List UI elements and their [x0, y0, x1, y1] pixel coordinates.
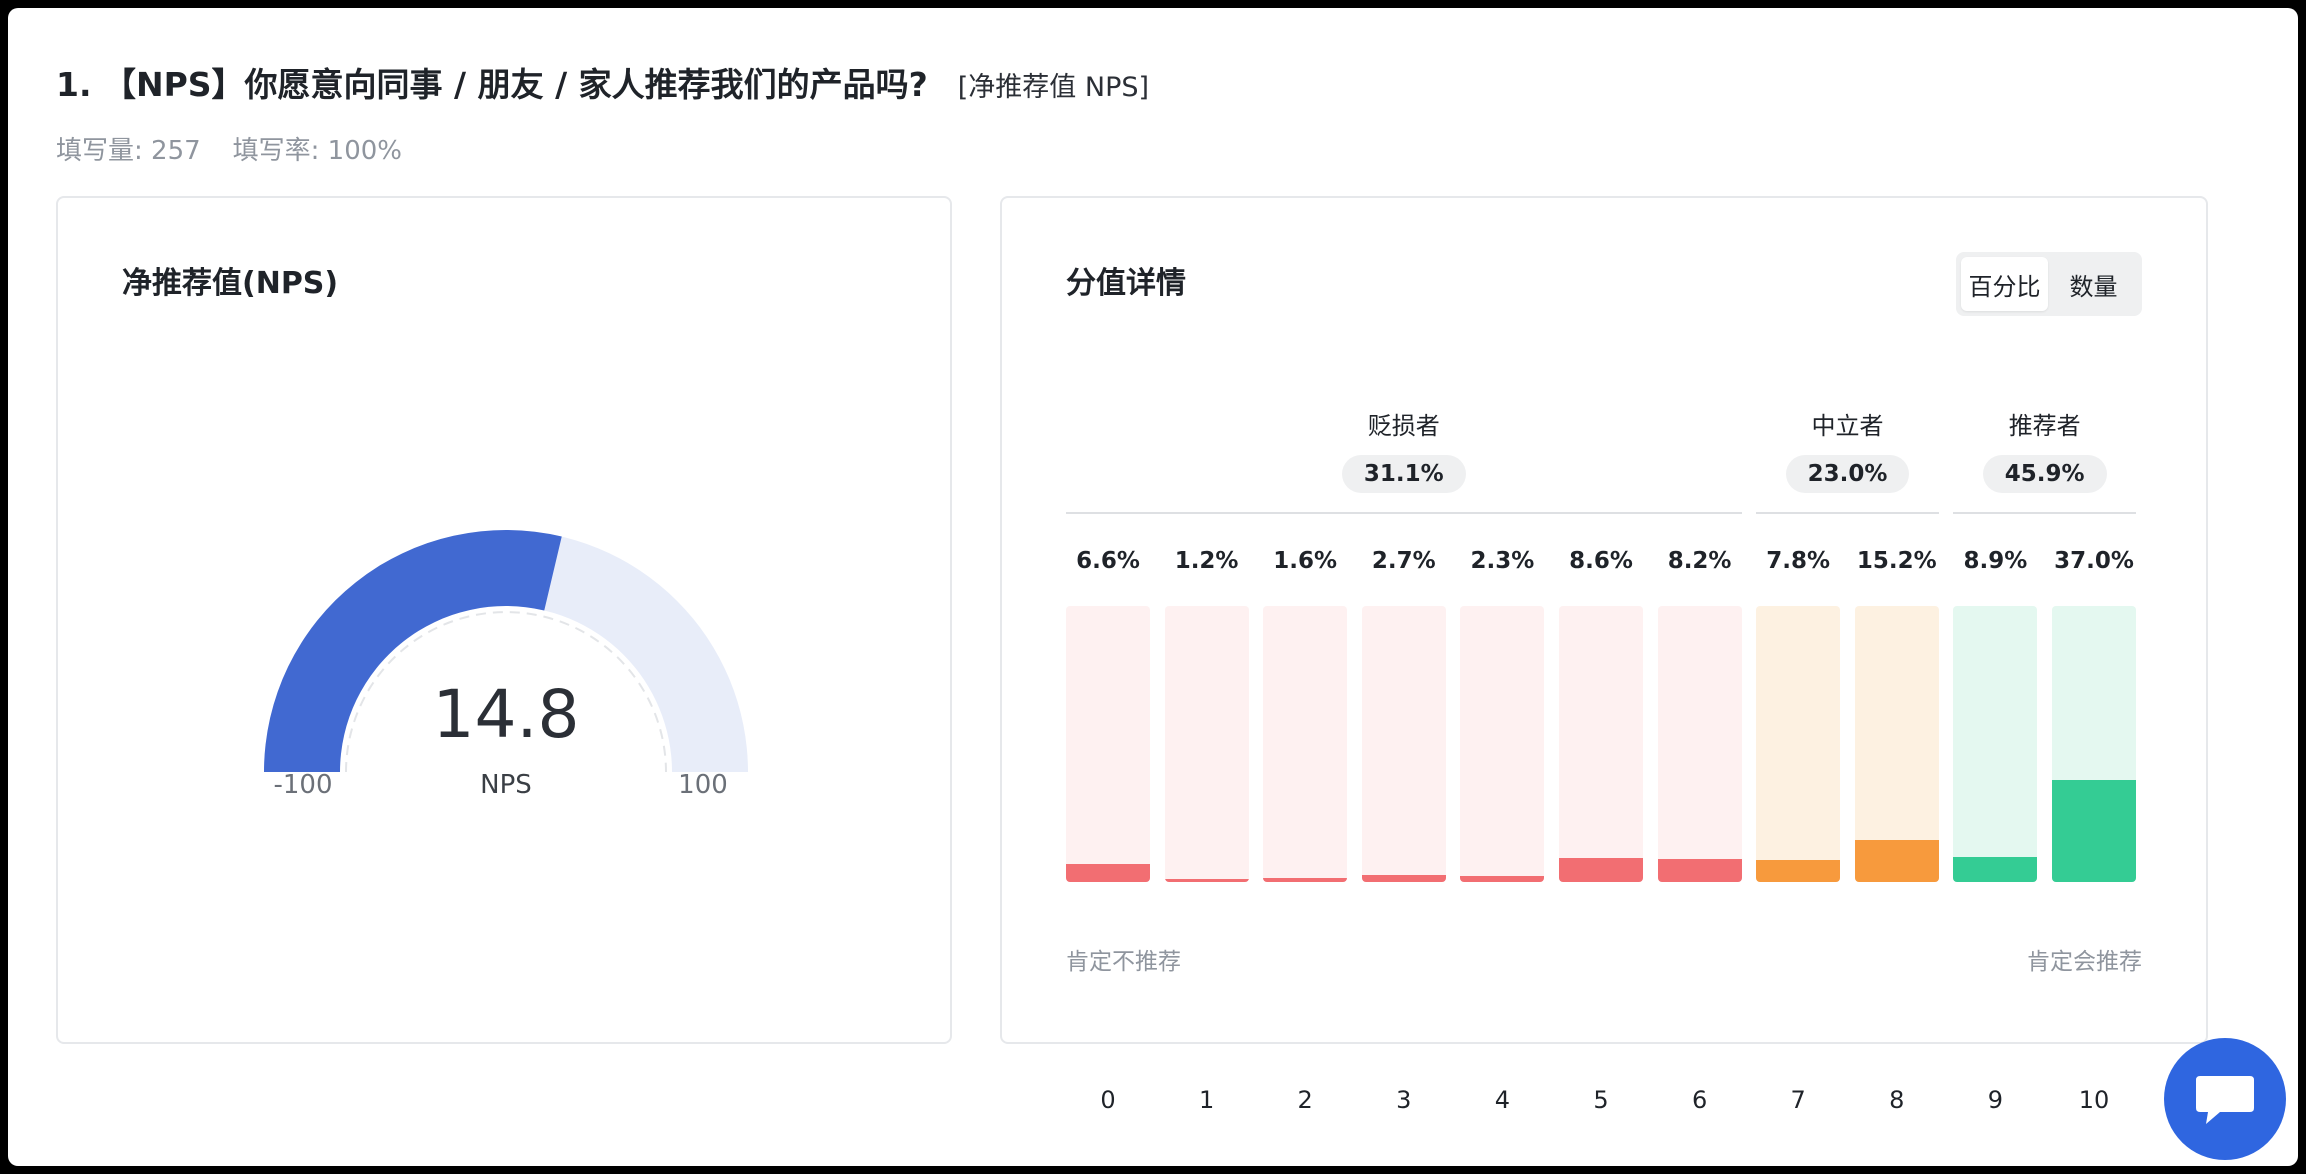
- axis-right-label: 肯定会推荐: [2027, 949, 2142, 975]
- nps-gauge-chart: [264, 530, 748, 773]
- fill-count: 填写量: 257: [56, 136, 201, 166]
- segment-group-1: 中立者 23.0%: [1756, 406, 1939, 514]
- bar-track: [1756, 606, 1841, 882]
- bar-track: [1953, 606, 2038, 882]
- score-tick-label: 0: [1100, 1086, 1116, 1114]
- bar-value-label: 15.2%: [1856, 548, 1937, 574]
- bar-track: [1559, 606, 1643, 882]
- bar-fill: [1559, 858, 1643, 882]
- bar-track: [1164, 606, 1249, 882]
- toggle-count[interactable]: 数量: [2069, 272, 2118, 301]
- bar-track: [1066, 606, 1150, 882]
- score-detail-title: 分值详情: [1066, 266, 1186, 301]
- bar-fill: [1854, 840, 1939, 882]
- bar-value-label: 8.6%: [1569, 548, 1633, 574]
- nps-unit-label: NPS: [480, 770, 532, 800]
- bar-value-label: 6.6%: [1076, 548, 1140, 574]
- bar-value-label: 2.7%: [1371, 548, 1436, 574]
- bar-fill: [1460, 875, 1545, 882]
- bar-fill: [1066, 863, 1150, 882]
- bar-track: [1854, 606, 1939, 882]
- gauge-min-label: -100: [273, 770, 333, 800]
- gauge-fill: [264, 530, 562, 772]
- bar-value-label: 2.3%: [1470, 548, 1535, 574]
- score-tick-label: 8: [1889, 1086, 1905, 1114]
- view-mode-toggle: 百分比 数量: [1956, 252, 2142, 316]
- segment-name: 中立者: [1811, 412, 1884, 440]
- bar-value-label: 37.0%: [2054, 548, 2134, 574]
- score-tick-label: 2: [1297, 1086, 1313, 1114]
- question-title: 1. 【NPS】你愿意向同事 / 朋友 / 家人推荐我们的产品吗?: [56, 65, 928, 104]
- bar-track: [1361, 606, 1446, 882]
- bar-value-label: 1.2%: [1174, 548, 1239, 574]
- score-tick-label: 1: [1198, 1086, 1215, 1114]
- bar-fill: [2052, 779, 2136, 882]
- segment-share-badge: 31.1%: [1341, 455, 1466, 493]
- segment-share-badge: 45.9%: [1982, 455, 2107, 493]
- question-stats: 填写量: 257 填写率: 100%: [56, 130, 402, 167]
- segment-divider: [1756, 512, 1939, 514]
- bar-fill: [1657, 859, 1742, 882]
- nps-card-title: 净推荐值(NPS): [122, 266, 339, 301]
- segment-divider: [1066, 512, 1742, 514]
- gauge-max-label: 100: [678, 770, 728, 800]
- bar-track: [1460, 606, 1545, 882]
- bar-fill: [1263, 877, 1348, 882]
- score-detail-card: 分值详情 百分比 数量 贬损者 31.1% 中立者 23.0% 推荐者 45.9% 6.6%…: [1000, 196, 2208, 1114]
- toggle-percentage[interactable]: 百分比: [1961, 257, 2048, 311]
- segment-group-2: 推荐者 45.9%: [1953, 406, 2136, 514]
- score-tick-label: 6: [1691, 1086, 1708, 1114]
- nps-gauge: 14.8 NPS -100 100: [58, 198, 954, 1046]
- bar-value-label: 7.8%: [1766, 548, 1831, 574]
- segment-name: 贬损者: [1367, 412, 1440, 440]
- score-tick-label: 3: [1396, 1086, 1412, 1114]
- bar-track: [1657, 606, 1742, 882]
- bar-track: [1263, 606, 1348, 882]
- question-header: 1. 【NPS】你愿意向同事 / 朋友 / 家人推荐我们的产品吗? [净推荐值 …: [56, 58, 1149, 106]
- bar-fill: [1164, 878, 1249, 882]
- bar-value-label: 8.9%: [1963, 548, 2028, 574]
- gauge-inner-dashed-arc: [345, 611, 667, 773]
- score-tick-label: 5: [1593, 1086, 1609, 1114]
- segment-divider: [1953, 512, 2136, 514]
- bar-value-label: 8.2%: [1667, 548, 1732, 574]
- axis-left-label: 肯定不推荐: [1066, 949, 1181, 975]
- score-tick-label: 7: [1790, 1086, 1806, 1114]
- segment-share-badge: 23.0%: [1785, 455, 1910, 493]
- app-frame: 1. 【NPS】你愿意向同事 / 朋友 / 家人推荐我们的产品吗? [净推荐值 …: [8, 8, 2298, 1166]
- bar-fill: [1361, 874, 1446, 882]
- nps-card: 净推荐值(NPS) 14.8 NPS -100 100: [56, 196, 952, 1044]
- score-tick-label: 4: [1494, 1086, 1511, 1114]
- bar-fill: [1756, 860, 1841, 882]
- score-tick-label: 9: [1987, 1086, 2004, 1114]
- question-type-tag: [净推荐值 NPS]: [957, 72, 1150, 103]
- segment-group-0: 贬损者 31.1%: [1066, 406, 1742, 514]
- bar-value-label: 1.6%: [1273, 548, 1338, 574]
- chat-bubble-icon: [2196, 1076, 2254, 1124]
- chat-button[interactable]: [2164, 1038, 2286, 1160]
- bar-fill: [1953, 857, 2038, 882]
- segment-name: 推荐者: [2008, 412, 2081, 440]
- bar-track: [2052, 606, 2136, 882]
- fill-rate: 填写率: 100%: [232, 136, 403, 166]
- score-tick-label: 10: [2078, 1086, 2110, 1114]
- nps-value: 14.8: [432, 676, 580, 753]
